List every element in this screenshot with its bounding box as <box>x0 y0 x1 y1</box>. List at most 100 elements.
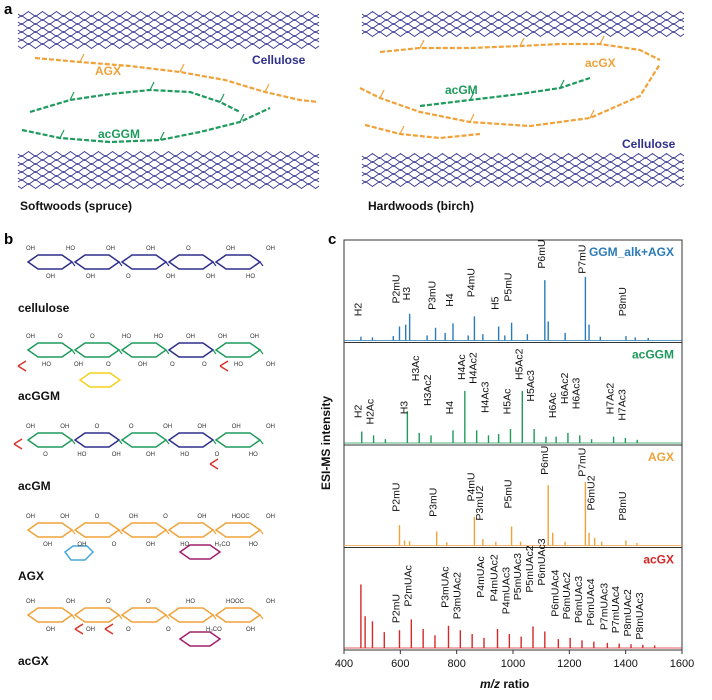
peak-label: H5 <box>490 296 502 310</box>
series-name: acGX <box>643 553 674 567</box>
substituent-label: OH <box>26 514 35 520</box>
substituent-label: OH <box>146 246 155 252</box>
x-axis-title: m/z ratio <box>480 677 529 691</box>
substituent-label: OH <box>106 246 115 252</box>
peak-label: P4mU <box>465 268 477 297</box>
softwood-cellulose-label: Cellulose <box>252 53 306 67</box>
substituent-label: OH <box>26 599 35 605</box>
panel-a-letter: a <box>4 1 13 18</box>
substituent-label: HOOC <box>232 514 251 520</box>
substituent-label: OH <box>46 274 55 280</box>
substituent-label: O <box>112 542 117 548</box>
structure-cellulose: OH OH HO OH OH O OH OH O OH OH HO OH cellulose <box>18 246 275 315</box>
substituent-label: OH <box>86 274 95 280</box>
substituent-label: O <box>58 334 63 340</box>
substituent-label: OH <box>266 246 275 252</box>
substituent-label: H₃CO <box>206 627 222 633</box>
substituent-label: HO <box>249 452 258 458</box>
substituent-label: O <box>95 424 100 430</box>
x-axis: 400 600 800 1000 1200 1400 1600 <box>335 650 694 670</box>
x-tick-label: 1000 <box>501 658 525 670</box>
substituent-label: O <box>170 362 175 368</box>
substituent-label: HO <box>180 542 189 548</box>
substituent-label: O <box>202 362 207 368</box>
peak-label: P2mU <box>390 274 402 303</box>
peak-label: P6mUAc4 <box>549 569 561 616</box>
substituent-label: OH <box>66 599 75 605</box>
substituent-label: O <box>90 334 95 340</box>
structure-name: acGGM <box>18 389 60 403</box>
panel-a: a Cellulose AGX acGGM Softwoods (spruce)… <box>4 1 685 213</box>
x-tick-label: 800 <box>447 658 465 670</box>
peak-label: H6Ac <box>547 392 559 418</box>
peak-label: P6mU <box>539 446 551 475</box>
peak-label: H4Ac3 <box>479 381 491 413</box>
peak-label: H3 <box>398 401 410 415</box>
x-tick-label: 400 <box>335 658 353 670</box>
peak-label: P6mUAc3 <box>573 576 585 623</box>
substituent-label: O <box>43 452 48 458</box>
peak-label: P2mU <box>390 594 402 623</box>
peak-label: H4Ac <box>456 354 468 380</box>
structure-name: AGX <box>18 569 44 583</box>
peak-label: H4 <box>444 401 456 415</box>
peak-label: H7Ac3 <box>616 389 628 421</box>
substituent-label: OH <box>74 362 83 368</box>
substituent-label: OH <box>197 514 206 520</box>
hemicellulose-chains <box>21 35 661 144</box>
substituent-label: HO <box>66 246 75 252</box>
substituent-label: HO <box>249 542 258 548</box>
substituent-label: O <box>215 452 220 458</box>
substituent-label: OH <box>146 542 155 548</box>
peak-label: P7mU <box>576 448 588 477</box>
peak-label: P5mU <box>503 479 515 508</box>
substituent-label: H₃CO <box>215 542 231 548</box>
hardwood-cellulose-label: Cellulose <box>622 137 676 151</box>
peak-label: P6mU2 <box>586 475 598 510</box>
structure-name: acGM <box>18 479 51 493</box>
hardwood-acgm-label: acGM <box>445 83 478 97</box>
structure-acgm: OH O OH HO O OH O OH OH HO OH O OH HO OH acGM <box>13 424 275 493</box>
peak-label: H2 <box>353 405 365 419</box>
peak-label: P5mUAc2 <box>524 545 536 592</box>
substituent-label: HO <box>186 599 195 605</box>
softwood-acggm-chain-2 <box>21 107 271 144</box>
peak-label: H4 <box>444 293 456 307</box>
softwood-agx-chain <box>34 53 319 104</box>
substituent-label: O <box>186 246 191 252</box>
substituent-label: HO <box>42 362 51 368</box>
peak-label: H7Ac2 <box>605 383 617 415</box>
peak-label: P3mU <box>427 281 439 310</box>
hardwood-cellulose-bottom <box>361 153 685 187</box>
substituent-label: HOOC <box>226 599 245 605</box>
series-name: AGX <box>648 450 674 464</box>
peak-label: H2Ac <box>365 399 377 425</box>
panel-b: b OHOHHOOHOHOOHOHOOHOHHOOHcelluloseOHHOO… <box>4 231 275 668</box>
peak-label: P8mU <box>617 491 629 520</box>
substituent-label: OH <box>26 424 35 430</box>
peak-label: P6mUAc2 <box>561 572 573 619</box>
peak-label: P2mU <box>390 483 402 512</box>
peak-label: H6Ac3 <box>571 378 583 410</box>
peak-label: P3mUAc <box>439 566 451 607</box>
peak-label: P7mU <box>576 244 588 273</box>
hardwood-acgx-label: acGX <box>585 56 616 70</box>
substituent-label: O <box>146 599 151 605</box>
polysaccharide-structures: OHOHHOOHOHOOHOHOOHOHHOOHcelluloseOHHOOOH… <box>13 246 275 668</box>
peak-label: H6Ac2 <box>559 372 571 404</box>
series-name: acGGM <box>632 348 674 362</box>
peak-label: P4mUAc2 <box>489 554 501 601</box>
peak-label: P3mUAc2 <box>451 572 463 619</box>
substituent-label: HO <box>180 452 189 458</box>
hardwood-acgx-chain-3 <box>364 123 481 140</box>
substituent-label: OH <box>46 627 55 633</box>
substituent-label: OH <box>129 514 138 520</box>
substituent-label: OH <box>266 599 275 605</box>
substituent-label: O <box>126 274 131 280</box>
